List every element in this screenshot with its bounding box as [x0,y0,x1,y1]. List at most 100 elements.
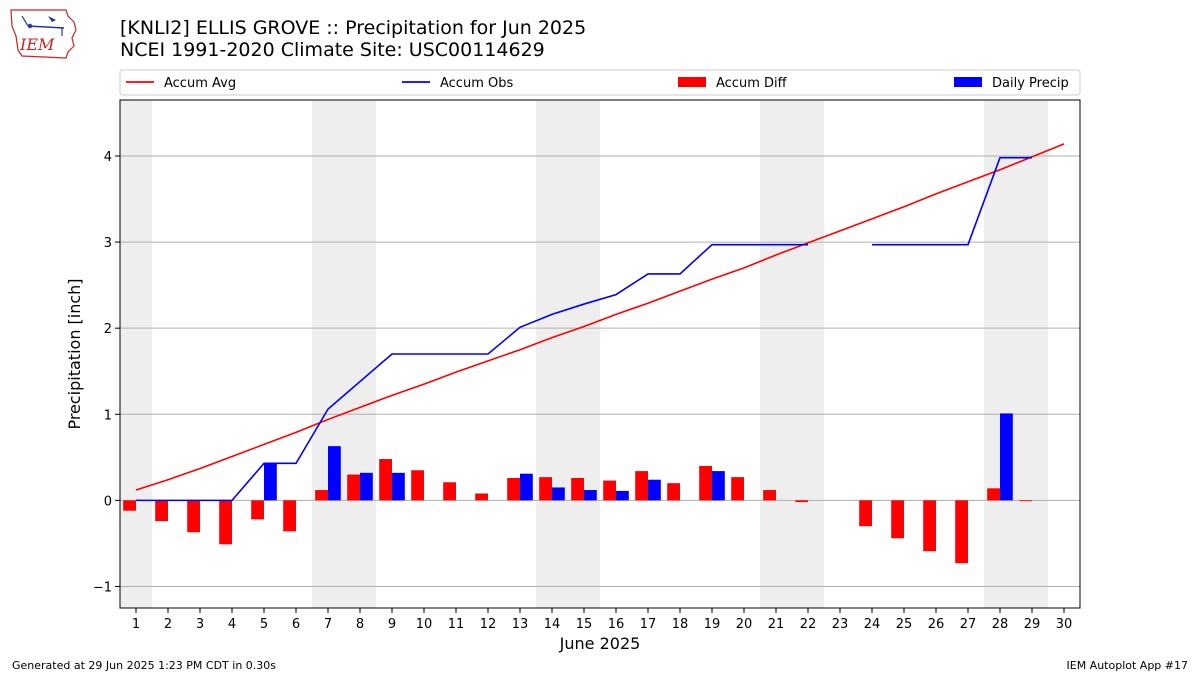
legend-box [119,69,1081,96]
legend-label: Accum Diff [716,76,788,91]
x-ticks: 1 2 3 4 5 6 7 8 9 10 11 12 13 14 15 16 17 18 19 20 21 22 23 24 2… [132,608,1072,632]
accum-diff-bar [987,488,1000,501]
y-tick-label: 4 [104,150,112,165]
iowa-map-outline-icon [10,9,77,59]
x-axis-label: June 2025 [559,634,641,653]
accum-diff-bar [859,500,872,527]
weekend-band [120,100,152,608]
accum-diff-bar [475,493,488,501]
weekend-band [536,100,600,608]
accum-obs-line [872,156,1032,246]
x-tick-label: 28 [992,617,1009,632]
x-tick-label: 5 [260,617,268,632]
daily-precip-bar [712,471,725,501]
accum-diff-bar [699,465,712,501]
accum-diff-bar [603,480,616,501]
x-tick-label: 29 [1024,617,1041,632]
legend-label: Accum Obs [440,76,513,91]
accum-diff-bar [923,500,936,552]
y-tick-label: −1 [93,580,112,595]
y-ticks: −1 0 1 2 3 4 [93,150,120,595]
x-tick-label: 21 [768,617,785,632]
daily-precip-bar [552,487,565,501]
bars [123,413,1032,564]
daily-precip-bar [264,463,277,501]
x-tick-label: 1 [132,617,140,632]
iem-logo: IEM [10,9,77,59]
daily-precip-bar [520,473,533,501]
x-tick-label: 17 [640,617,657,632]
x-tick-label: 26 [928,617,945,632]
y-axis-label: Precipitation [inch] [65,278,84,429]
series-lines [135,143,1065,502]
accum-avg-line [135,143,1065,491]
accum-diff-bar [955,500,968,564]
x-tick-label: 16 [608,617,625,632]
x-tick-label: 11 [448,617,465,632]
accum-diff-bar [891,500,904,539]
accum-diff-bar [283,500,296,532]
accum-diff-bar [763,490,776,501]
x-tick-label: 9 [388,617,396,632]
accum-diff-bar [347,474,360,501]
x-tick-label: 30 [1056,617,1073,632]
accum-diff-bar [251,500,264,520]
daily-precip-bar [584,490,597,501]
y-tick-label: 2 [104,322,112,337]
x-tick-label: 15 [576,617,593,632]
accum-diff-bar [379,459,392,501]
legend: Accum Avg Accum Obs Accum Diff Daily Precip [119,69,1081,96]
x-tick-label: 23 [832,617,849,632]
legend-label: Daily Precip [992,76,1069,91]
accum-diff-bar [219,500,232,545]
gridlines [120,155,1080,587]
accum-diff-bar [187,500,200,533]
x-tick-label: 12 [480,617,497,632]
accum-obs-line [136,243,808,502]
accum-diff-bar [635,471,648,501]
accum-diff-bar [443,482,456,501]
daily-precip-bar [1000,413,1013,501]
x-tick-label: 8 [356,617,364,632]
accum-diff-bar [123,500,136,511]
legend-swatch-bar [678,77,706,87]
x-tick-label: 14 [544,617,561,632]
weekend-band [760,100,824,608]
accum-diff-bar [1019,500,1032,502]
x-tick-label: 13 [512,617,529,632]
y-tick-label: 0 [104,494,112,509]
y-tick-label: 1 [104,408,112,423]
daily-precip-bar [360,472,373,501]
daily-precip-bar [328,446,341,501]
x-tick-label: 24 [864,617,881,632]
y-tick-label: 3 [104,236,112,251]
accum-diff-bar [667,483,680,501]
legend-label: Accum Avg [164,76,236,91]
chart-title: [KNLI2] ELLIS GROVE :: Precipitation for… [120,17,587,39]
x-tick-label: 4 [228,617,236,632]
weekend-bands [120,100,1048,608]
weekend-band [984,100,1048,608]
daily-precip-bar [392,472,405,501]
legend-swatch-bar [954,77,982,87]
chart-subtitle: NCEI 1991-2020 Climate Site: USC00114629 [120,39,545,61]
accum-diff-bar [315,490,328,501]
x-tick-label: 25 [896,617,913,632]
accum-diff-bar [731,477,744,501]
accum-diff-bar [795,500,808,503]
daily-precip-bar [616,490,629,501]
x-tick-label: 18 [672,617,689,632]
accum-diff-bar [507,477,520,501]
x-tick-label: 3 [196,617,204,632]
accum-diff-bar [571,477,584,501]
x-tick-label: 20 [736,617,753,632]
generated-note: Generated at 29 Jun 2025 1:23 PM CDT in … [12,659,277,672]
x-tick-label: 7 [324,617,332,632]
logo-text: IEM [19,35,55,54]
app-note: IEM Autoplot App #17 [1066,659,1189,672]
accum-diff-bar [539,477,552,501]
weekend-band [312,100,376,608]
x-tick-label: 10 [416,617,433,632]
x-tick-label: 2 [164,617,172,632]
